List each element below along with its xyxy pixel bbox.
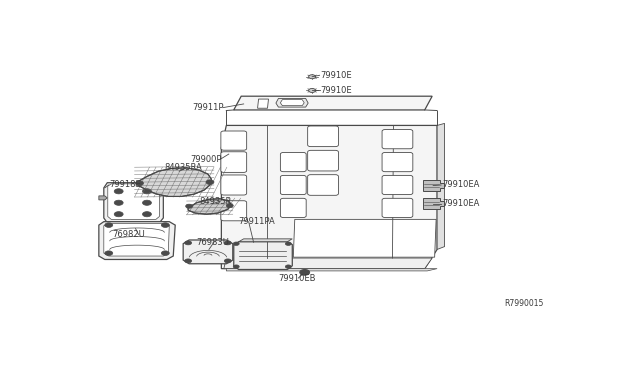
FancyBboxPatch shape [221,175,246,195]
Polygon shape [104,223,169,256]
Polygon shape [99,196,108,200]
Circle shape [105,251,113,256]
Polygon shape [234,242,292,269]
FancyBboxPatch shape [280,176,306,195]
FancyBboxPatch shape [221,152,246,172]
Text: 76982U: 76982U [112,230,145,239]
Text: 79900P: 79900P [190,155,221,164]
Circle shape [185,259,191,263]
Circle shape [186,204,193,208]
Polygon shape [224,258,432,269]
Circle shape [143,212,152,217]
FancyBboxPatch shape [382,153,413,171]
Circle shape [161,223,169,227]
FancyBboxPatch shape [308,175,339,195]
Polygon shape [108,184,159,219]
FancyBboxPatch shape [382,176,413,195]
Text: 84935R: 84935R [199,197,232,206]
Circle shape [233,265,239,268]
Text: 79911P: 79911P [193,103,224,112]
Polygon shape [99,222,175,260]
Circle shape [161,251,169,256]
FancyBboxPatch shape [280,153,306,171]
Polygon shape [188,199,231,214]
Circle shape [308,75,316,79]
Polygon shape [234,96,432,110]
Text: R7990015: R7990015 [504,299,543,308]
Polygon shape [227,269,437,271]
FancyBboxPatch shape [221,201,246,221]
Text: 84935RA: 84935RA [164,163,202,172]
FancyBboxPatch shape [308,126,339,147]
Circle shape [206,180,214,185]
Circle shape [300,269,310,275]
Text: 79910EA: 79910EA [442,199,479,208]
Circle shape [285,265,291,268]
Polygon shape [221,125,437,269]
Polygon shape [280,100,304,106]
Text: 79910EA: 79910EA [442,180,479,189]
Text: 79911PA: 79911PA [239,217,275,226]
Circle shape [114,189,123,194]
FancyBboxPatch shape [221,131,246,150]
Polygon shape [137,168,211,196]
FancyBboxPatch shape [308,150,339,171]
Polygon shape [276,99,308,107]
Polygon shape [293,219,436,257]
Text: 79918E: 79918E [110,180,141,189]
Circle shape [308,89,316,93]
Circle shape [225,259,231,263]
FancyBboxPatch shape [382,129,413,149]
Circle shape [143,189,152,194]
Circle shape [233,242,239,246]
Circle shape [227,203,233,208]
Polygon shape [104,183,163,223]
Polygon shape [239,239,292,242]
Polygon shape [183,240,233,264]
Circle shape [285,242,291,246]
Polygon shape [257,99,269,108]
Text: 76983U: 76983U [196,238,229,247]
Text: 79910E: 79910E [321,71,352,80]
Circle shape [225,241,231,245]
FancyBboxPatch shape [280,198,306,218]
Circle shape [114,200,123,205]
Circle shape [105,223,113,227]
Polygon shape [437,124,445,250]
Circle shape [114,212,123,217]
Polygon shape [423,180,444,191]
Text: 79910EB: 79910EB [278,273,316,283]
Polygon shape [423,198,444,209]
FancyBboxPatch shape [382,198,413,218]
Circle shape [136,181,143,186]
Circle shape [185,241,191,245]
Text: 79910E: 79910E [321,86,352,95]
Circle shape [143,200,152,205]
